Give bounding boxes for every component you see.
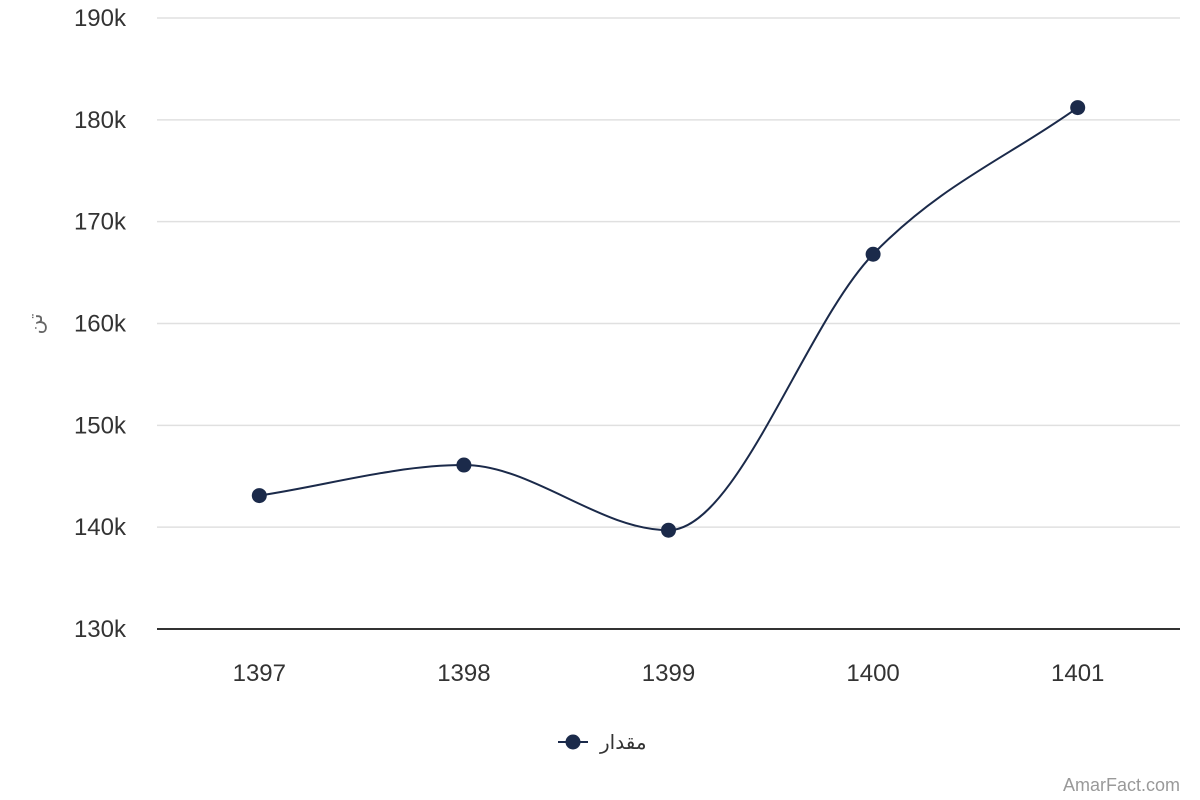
y-tick-label: 170k <box>74 209 127 236</box>
x-tick-label: 1397 <box>233 660 286 687</box>
y-tick-label: 140k <box>74 514 127 541</box>
legend[interactable]: مقدار <box>558 730 647 754</box>
x-tick-label: 1399 <box>642 660 695 687</box>
credit-text[interactable]: AmarFact.com <box>1063 775 1180 795</box>
grid-lines <box>157 17 1180 528</box>
x-axis-tick-labels: 1397 1398 1399 1400 1401 <box>233 660 1105 687</box>
data-point[interactable] <box>251 488 267 504</box>
series-layer <box>251 100 1086 538</box>
y-tick-label: 190k <box>74 5 127 32</box>
y-tick-label: 180k <box>74 107 127 134</box>
x-tick-label: 1401 <box>1051 660 1104 687</box>
x-tick-label: 1400 <box>846 660 899 687</box>
data-point[interactable] <box>661 522 676 538</box>
data-point[interactable] <box>456 457 472 473</box>
y-tick-label: 160k <box>74 311 127 338</box>
y-axis-tick-labels: 130k 140k 150k 160k 170k 180k 190k <box>74 5 127 643</box>
y-tick-label: 150k <box>74 412 127 439</box>
y-axis-title: تن <box>23 314 47 335</box>
legend-marker <box>565 734 581 750</box>
series-line <box>259 106 1079 532</box>
data-point[interactable] <box>1070 100 1086 116</box>
data-point[interactable] <box>865 246 881 262</box>
y-tick-label: 130k <box>74 616 127 643</box>
legend-label: مقدار <box>599 730 647 754</box>
x-tick-label: 1398 <box>437 660 490 687</box>
